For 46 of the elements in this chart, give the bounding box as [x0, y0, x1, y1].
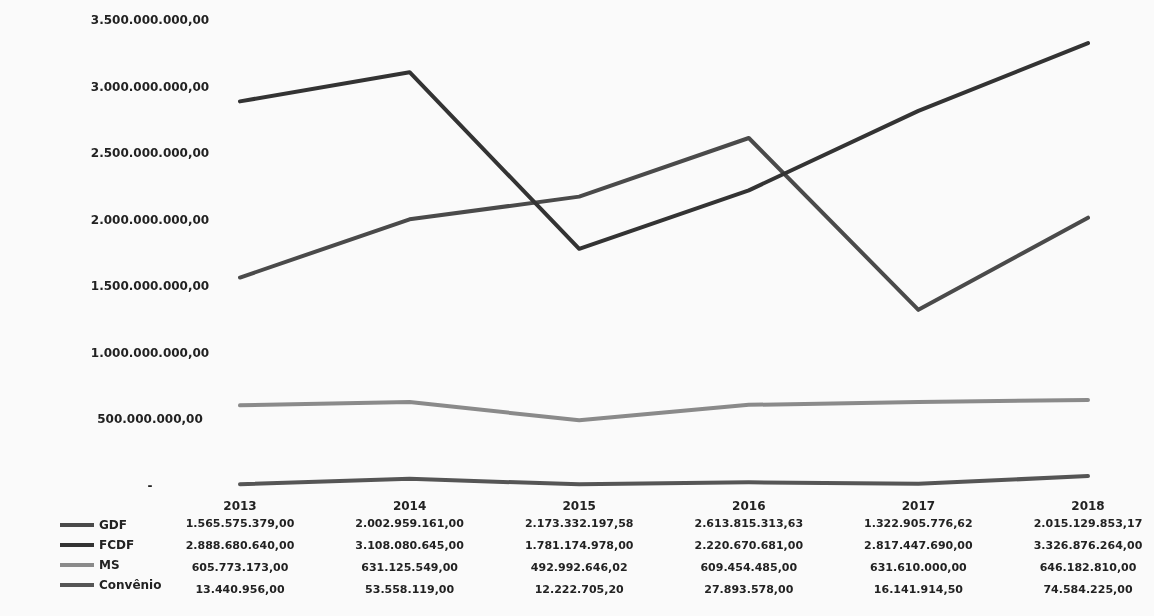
data-label: 16.141.914,50 — [873, 582, 964, 596]
data-label: 53.558.119,00 — [365, 582, 455, 596]
data-label: 631.610.000,00 — [870, 560, 968, 574]
data-label: 1.322.905.776,62 — [864, 516, 973, 530]
data-label: 492.992.646,02 — [530, 560, 628, 574]
x-tick-label: 2013 — [223, 499, 257, 513]
line-series — [238, 41, 1090, 251]
y-tick-label: - — [147, 479, 153, 493]
data-label: 631.125.549,00 — [361, 560, 459, 574]
data-label: 13.440.956,00 — [195, 582, 285, 596]
line-series — [238, 474, 1090, 487]
data-label: 2.015.129.853,17 — [1033, 516, 1143, 530]
line-series — [238, 135, 1090, 312]
y-tick-label: 2.000.000.000,00 — [90, 212, 210, 227]
data-label: 1.565.575.379,00 — [185, 516, 295, 530]
data-label: 1.781.174.978,00 — [524, 538, 634, 552]
data-label: 27.893.578,00 — [704, 582, 794, 596]
data-label: 2.817.447.690,00 — [864, 538, 974, 552]
data-label: 74.584.225,00 — [1043, 582, 1133, 596]
y-tick-label: 1.000.000.000,00 — [90, 345, 210, 360]
y-tick-label: 3.500.000.000,00 — [90, 13, 210, 27]
data-label: 3.326.876.264,00 — [1033, 538, 1143, 552]
data-label: 2.173.332.197,58 — [524, 516, 634, 530]
data-label: 2.002.959.161,00 — [355, 516, 465, 530]
x-tick-label: 2017 — [901, 499, 936, 513]
data-label: 646.182.810,00 — [1039, 560, 1137, 574]
data-label: 3.108.080.645,00 — [355, 538, 465, 552]
x-tick-label: 2015 — [562, 499, 596, 513]
data-label: 605.773.173,00 — [191, 560, 289, 574]
legend-label: GDF — [99, 518, 128, 532]
legend-label: FCDF — [99, 538, 135, 552]
data-label: 2.888.680.640,00 — [185, 538, 295, 552]
x-tick-label: 2018 — [1071, 499, 1105, 513]
x-tick-label: 2014 — [392, 499, 427, 513]
data-label: 609.454.485,00 — [700, 560, 798, 574]
legend-label: Convênio — [99, 578, 162, 592]
y-tick-label: 2.500.000.000,00 — [90, 146, 210, 161]
y-tick-label: 500.000.000,00 — [97, 412, 203, 427]
data-label: 2.613.815.313,63 — [694, 516, 804, 530]
legend-label: MS — [99, 558, 120, 572]
data-label: 2.220.670.681,00 — [694, 538, 804, 552]
y-tick-label: 3.000.000.000,00 — [90, 79, 210, 94]
y-tick-label: 1.500.000.000,00 — [90, 279, 210, 294]
data-label: 12.222.705,20 — [534, 582, 625, 596]
line-series — [238, 397, 1090, 423]
x-tick-label: 2016 — [732, 499, 766, 513]
